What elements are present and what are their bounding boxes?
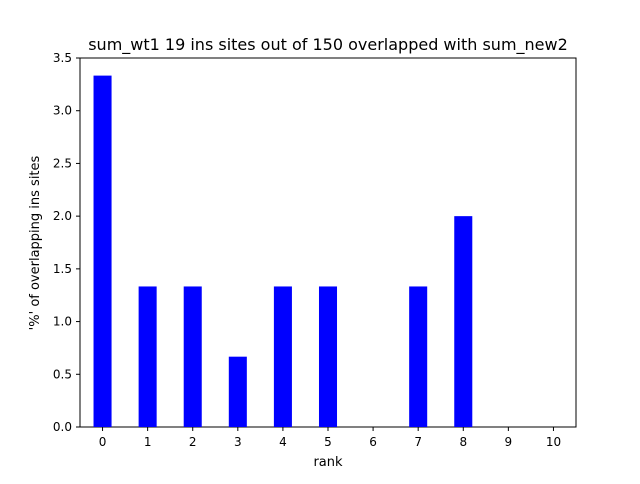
bar-rank-8	[454, 216, 473, 427]
y-tick-label: 1.0	[53, 315, 72, 329]
x-tick-label: 4	[279, 435, 287, 449]
bar-rank-0	[93, 75, 112, 428]
x-tick-label: 7	[414, 435, 422, 449]
bar-rank-7	[409, 286, 428, 427]
bar-rank-1	[138, 286, 157, 427]
x-axis-ticks: 0 1 2 3 4 5 6 7 8 9 10	[99, 427, 561, 449]
x-tick-label: 6	[369, 435, 377, 449]
x-tick-label: 0	[99, 435, 107, 449]
x-tick-label: 9	[505, 435, 513, 449]
y-axis-label: '%' of overlapping ins sites	[28, 155, 43, 330]
x-tick-label: 3	[234, 435, 242, 449]
bar-rank-3	[228, 356, 247, 427]
y-tick-label: 2.0	[53, 209, 72, 223]
y-axis-ticks: 0.0 0.5 1.0 1.5 2.0 2.5 3.0 3.5	[53, 51, 80, 434]
bar-rank-2	[183, 286, 202, 427]
x-tick-label: 5	[324, 435, 332, 449]
x-tick-label: 8	[459, 435, 467, 449]
chart-title: sum_wt1 19 ins sites out of 150 overlapp…	[88, 35, 568, 55]
y-tick-label: 0.0	[53, 420, 72, 434]
x-tick-label: 1	[144, 435, 152, 449]
y-tick-label: 1.5	[53, 262, 72, 276]
y-tick-label: 2.5	[53, 156, 72, 170]
y-tick-label: 3.5	[53, 51, 72, 65]
bar-rank-4	[273, 286, 292, 427]
bars-group	[93, 75, 473, 428]
x-tick-label: 2	[189, 435, 197, 449]
y-tick-label: 3.0	[53, 104, 72, 118]
bar-rank-5	[318, 286, 338, 427]
x-axis-label: rank	[313, 455, 343, 470]
y-tick-label: 0.5	[53, 367, 72, 381]
x-tick-label: 10	[546, 435, 561, 449]
